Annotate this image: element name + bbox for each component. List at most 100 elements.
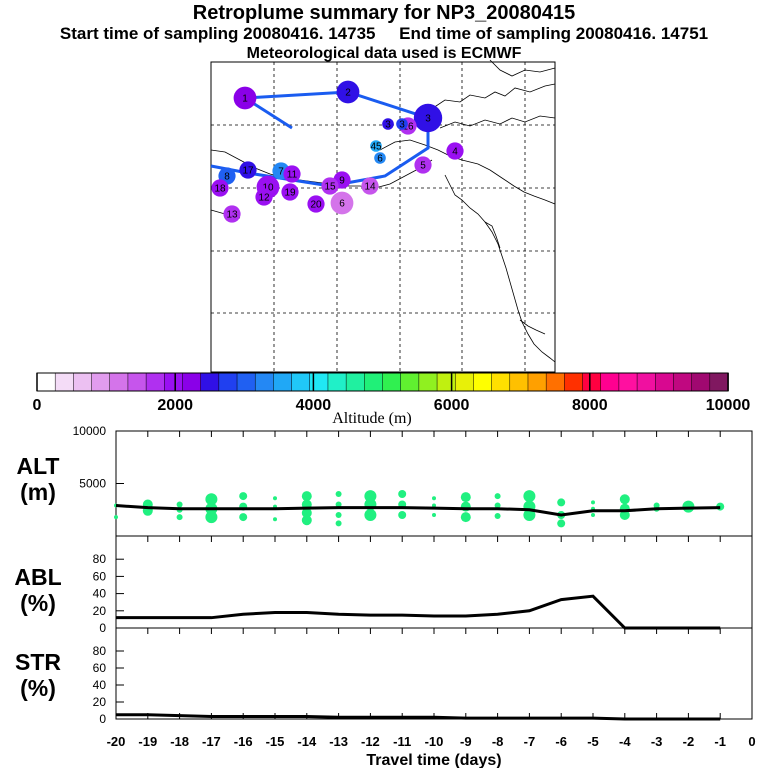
colorbar-cell [527,372,547,392]
x-tick-label: -9 [460,734,472,749]
colorbar-cell [618,372,638,392]
alt-scatter-point [273,496,277,501]
alt-scatter-point [432,496,436,501]
plume-point [446,142,464,160]
alt-panel: ALT(m) 10000 5000 [16,424,725,528]
str-y-tick-label: 0 [99,712,106,726]
colorbar-cell [673,372,693,392]
plume-point [414,156,432,174]
plume-point [281,183,299,201]
colorbar-cell [600,372,620,392]
alt-scatter-point [494,513,501,520]
x-tick-label: -12 [361,734,380,749]
colorbar-cell [382,372,402,392]
plume-point-label: 3 [425,114,431,125]
colorbar-tick-label: 10000 [706,397,751,414]
str-panel: STR(%) 80 60 40 20 0 [15,644,721,726]
abl-panel: ABL(%) 80 60 40 20 0 [14,552,721,635]
x-axis: -20 -19 -18 -17 -16 -15 -14 -13 -12 -11 -10 -9 -8 -7-… [107,431,756,749]
plume-point [307,195,325,213]
x-tick-label: -19 [138,734,157,749]
colorbar-cell [655,372,675,392]
alt-median-line [115,504,721,517]
alt-scatter-point [301,507,312,518]
plume-point [233,86,257,110]
colorbar-cell [145,372,166,392]
plume-point [321,177,339,195]
colorbar-cell [491,372,511,392]
str-line [116,713,721,721]
plume-point-label: 16 [402,122,414,133]
colorbar-tick-label: 6000 [434,397,470,414]
alt-scatter-point [523,509,536,521]
abl-y-tick-label: 20 [93,604,107,618]
alt-scatter-point [335,512,342,518]
x-tick-label: -15 [266,734,285,749]
colorbar-cell [127,372,147,392]
colorbar-cell [164,372,184,392]
alt-y-tick-label: 10000 [73,424,107,438]
colorbar-tick-labels: 0 2000 4000 6000 8000 10000 [33,373,751,414]
plume-point-label: 3 [385,120,391,131]
colorbar-cell [709,372,729,392]
alt-scatter-point [523,490,536,503]
plume-point-label: 4 [452,147,458,158]
alt-scatter-point [335,520,342,527]
sampling-times: Start time of sampling 20080416. 14735 E… [0,24,768,44]
plume-point-label: 8 [224,172,230,183]
colorbar-cell [254,372,275,392]
alt-y-tick-label: 5000 [79,477,106,491]
start-time-label: Start time of sampling 20080416. 14735 [59,24,376,43]
plume-point-label: 14 [364,182,376,193]
plume-point-label: 11 [287,170,298,181]
chart-title: Retroplume summary for NP3_20080415 [192,2,576,24]
alt-scatter-point [239,492,248,501]
str-panel-unit: (%) [20,675,56,701]
panels-frame [115,430,753,720]
colorbar-cell [236,372,256,392]
plume-point-label: 20 [310,200,322,211]
plume-point [283,165,301,183]
plume-point-label: 19 [284,188,296,199]
str-y-tick-label: 20 [93,695,107,709]
plume-point [211,179,229,197]
plume-point [255,188,273,206]
alt-panel-unit: (m) [20,479,56,505]
x-tick-label: -7 [524,734,536,749]
x-tick-label: -18 [170,734,189,749]
abl-y-tick-label: 80 [93,552,107,566]
alt-scatter-point [619,494,630,505]
colorbar-tick-label: 2000 [157,397,193,414]
plume-point [330,191,354,215]
plume-point-label: 6 [377,154,383,165]
alt-scatter-point [301,515,312,526]
plume-point-label: 12 [258,193,270,204]
colorbar-cell [73,372,93,392]
colorbar-cell [364,372,384,392]
alt-scatter-point [364,509,377,521]
abl-panel-label: ABL [14,564,61,590]
plume-point-label: 45 [370,142,382,153]
plume-point [336,80,360,104]
plume-point-label: 9 [339,176,345,187]
colorbar-cell [309,372,329,392]
x-tick-label: -5 [587,734,599,749]
alt-scatter-point [273,517,277,522]
plume-point-label: 13 [226,210,238,221]
plume-point [374,152,386,164]
alt-scatter-point [205,493,218,506]
alt-scatter-point [301,491,312,502]
x-tick-label: -17 [202,734,221,749]
alt-scatter-point [591,513,595,517]
abl-y-tick-label: 60 [93,569,107,583]
plume-point [396,118,408,130]
plume-point [223,205,241,223]
plume-point-label: 2 [345,88,351,99]
x-tick-label: -11 [393,734,411,749]
x-tick-label: -10 [425,734,444,749]
colorbar-cell [109,372,129,392]
x-tick-label: -13 [329,734,348,749]
